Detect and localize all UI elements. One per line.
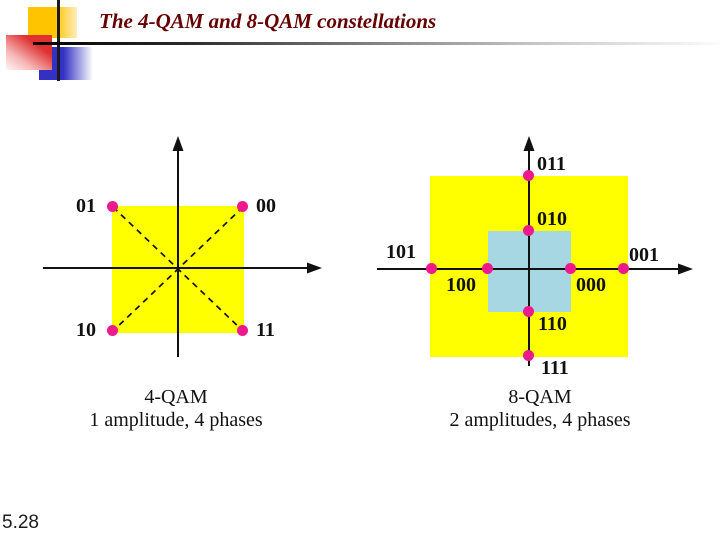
point-label-01: 01 bbox=[76, 195, 96, 217]
page-number: 5.28 bbox=[2, 512, 39, 533]
constellation-point-101 bbox=[426, 263, 437, 274]
qam4-caption-title: 4-QAM bbox=[144, 386, 208, 408]
qam4-caption: 4-QAM 1 amplitude, 4 phases bbox=[48, 386, 304, 432]
point-label-110: 110 bbox=[538, 313, 567, 335]
constellation-point-10 bbox=[107, 325, 118, 336]
constellation-point-000 bbox=[565, 263, 576, 274]
header-vertical-line bbox=[57, 0, 60, 81]
point-label-001: 001 bbox=[629, 244, 659, 266]
qam4-caption-subtitle: 1 amplitude, 4 phases bbox=[89, 409, 263, 431]
header-rule-line bbox=[33, 42, 720, 45]
constellation-point-110 bbox=[523, 306, 534, 317]
constellation-point-01 bbox=[107, 201, 118, 212]
header-gold-square bbox=[28, 7, 77, 38]
point-label-000: 000 bbox=[576, 274, 606, 296]
qam4-up-arrow-icon bbox=[172, 136, 184, 151]
header-red-square bbox=[6, 35, 52, 70]
point-label-00: 00 bbox=[256, 195, 276, 217]
qam8-caption: 8-QAM 2 amplitudes, 4 phases bbox=[408, 386, 672, 432]
point-label-101: 101 bbox=[386, 241, 416, 263]
slide-title: The 4-QAM and 8-QAM constellations bbox=[99, 9, 437, 33]
point-label-10: 10 bbox=[76, 319, 96, 341]
constellation-point-011 bbox=[523, 170, 534, 181]
constellation-point-11 bbox=[237, 325, 248, 336]
qam8-caption-subtitle: 2 amplitudes, 4 phases bbox=[449, 409, 631, 431]
qam8-right-arrow-icon bbox=[678, 263, 693, 275]
point-label-010: 010 bbox=[537, 208, 567, 230]
point-label-100: 100 bbox=[446, 274, 476, 296]
qam8-caption-title: 8-QAM bbox=[508, 386, 572, 408]
point-label-011: 011 bbox=[537, 153, 566, 175]
qam8-up-arrow-icon bbox=[523, 136, 535, 151]
qam4-right-arrow-icon bbox=[307, 262, 322, 274]
point-label-11: 11 bbox=[256, 319, 275, 341]
constellation-point-010 bbox=[523, 225, 534, 236]
constellation-point-001 bbox=[618, 263, 629, 274]
constellation-point-111 bbox=[523, 350, 534, 361]
point-label-111: 111 bbox=[541, 357, 569, 379]
constellation-point-00 bbox=[237, 201, 248, 212]
constellation-point-100 bbox=[482, 263, 493, 274]
